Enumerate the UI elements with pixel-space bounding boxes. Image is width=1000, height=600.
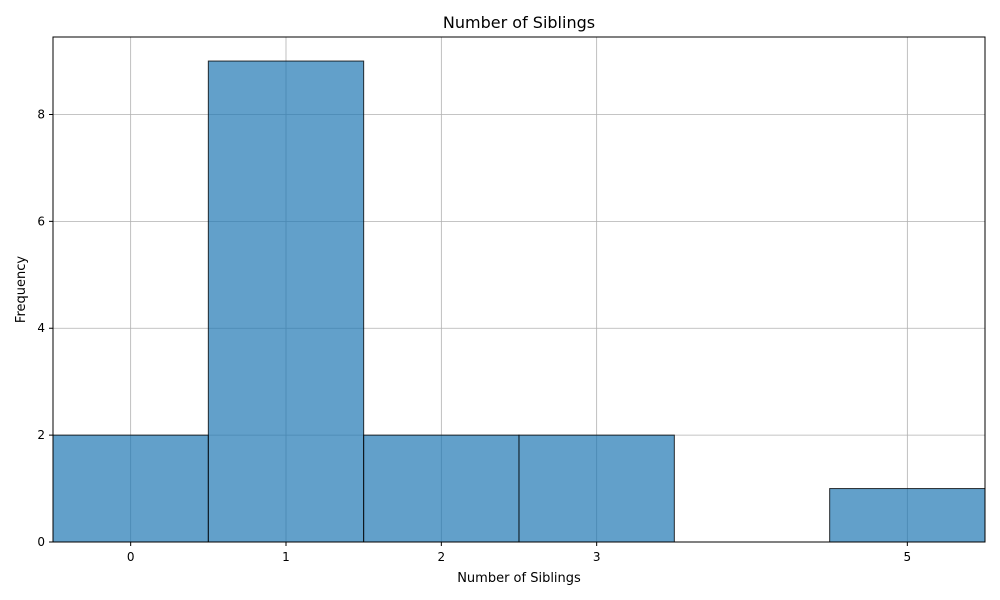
y-tick-label: 8 (37, 107, 45, 121)
x-tick-label: 3 (593, 550, 601, 564)
y-tick-label: 2 (37, 428, 45, 442)
y-axis-label: Frequency (14, 256, 29, 323)
x-axis-label: Number of Siblings (457, 571, 581, 586)
axes-frame (52, 36, 986, 543)
x-tick-label: 5 (904, 550, 912, 564)
y-tick-label: 4 (37, 321, 45, 335)
x-tick-label: 2 (438, 550, 446, 564)
histogram-bar (829, 488, 986, 543)
histogram-bar (363, 434, 520, 543)
bars-layer (52, 60, 986, 543)
y-tick-label: 0 (37, 535, 45, 549)
histogram-bar (518, 434, 675, 543)
histogram-bar (52, 434, 209, 543)
x-tick-label: 1 (282, 550, 290, 564)
chart-title: Number of Siblings (443, 13, 595, 32)
histogram-bar (207, 60, 365, 543)
ticks-layer: 0 1 2 3 5 0 2 4 6 8 (37, 107, 911, 564)
y-tick-label: 6 (37, 214, 45, 228)
x-tick-label: 0 (127, 550, 135, 564)
